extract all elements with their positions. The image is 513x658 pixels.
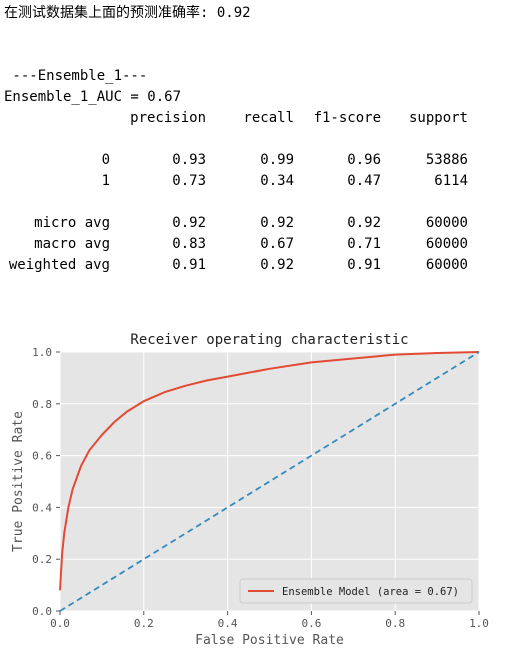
report-cell-support: 53886 <box>425 152 468 168</box>
report-cell-recall: 0.92 <box>260 257 294 273</box>
y-tick-label: 0.8 <box>32 398 52 411</box>
report-cell-f1: 0.92 <box>347 215 381 231</box>
report-cell-precision: 0.73 <box>172 173 206 189</box>
y-tick-label: 0.0 <box>32 605 52 618</box>
report-col-header: support <box>408 110 468 126</box>
report-cell-precision: 0.93 <box>172 152 206 168</box>
y-tick-label: 0.2 <box>32 553 52 566</box>
y-axis-label: True Positive Rate <box>11 411 26 552</box>
report-cell-recall: 0.99 <box>260 152 294 168</box>
report-cell-recall: 0.67 <box>260 236 294 252</box>
report-cell-recall: 0.34 <box>260 173 294 189</box>
x-tick-label: 0.0 <box>50 617 70 630</box>
report-cell-support: 6114 <box>434 173 468 189</box>
report-cell-precision: 0.92 <box>172 215 206 231</box>
diagonal-reference-line <box>59 351 480 612</box>
x-axis-label: False Positive Rate <box>195 633 344 648</box>
report-cell-label: weighted avg <box>8 257 110 273</box>
report-cell-support: 60000 <box>425 257 468 273</box>
report-cell-precision: 0.83 <box>172 236 206 252</box>
report-cell-f1: 0.91 <box>347 257 381 273</box>
report-cell-f1: 0.71 <box>347 236 381 252</box>
report-cell-label: 0 <box>101 152 110 168</box>
auc-line: Ensemble_1_AUC = 0.67 <box>4 89 182 105</box>
report-cell-support: 60000 <box>425 215 468 231</box>
report-cell-f1: 0.96 <box>347 152 381 168</box>
y-tick-label: 1.0 <box>32 346 52 359</box>
x-tick-label: 1.0 <box>469 617 489 630</box>
x-tick-label: 0.2 <box>134 617 154 630</box>
accuracy-line: 在测试数据集上面的预测准确率: 0.92 <box>4 5 251 21</box>
report-col-header: precision <box>130 110 206 126</box>
ensemble-header: ---Ensemble_1--- <box>4 68 148 84</box>
x-tick-label: 0.4 <box>218 617 238 630</box>
report-cell-support: 60000 <box>425 236 468 252</box>
legend-box <box>239 578 473 604</box>
report-col-header: f1-score <box>313 110 381 126</box>
report-cell-label: macro avg <box>34 236 110 252</box>
report-cell-label: 1 <box>101 173 110 189</box>
roc-curve <box>59 351 480 591</box>
report-cell-f1: 0.47 <box>347 173 381 189</box>
roc-chart: 0.00.0 0.2 0.2 0.4 0.4 0.6 0.6 0.8 0.8 1.0 1.0 Rece… <box>11 332 489 648</box>
y-tick-label: 0.4 <box>32 501 52 514</box>
report-cell-precision: 0.91 <box>172 257 206 273</box>
chart-title: Receiver operating characteristic <box>130 332 408 348</box>
report-col-header: recall <box>243 110 294 126</box>
x-tick-label: 0.8 <box>385 617 405 630</box>
report-cell-label: micro avg <box>34 215 110 231</box>
y-tick-label: 0.6 <box>32 450 52 463</box>
x-tick-label: 0.6 <box>301 617 321 630</box>
report-cell-recall: 0.92 <box>260 215 294 231</box>
legend-label: Ensemble Model (area = 0.67) <box>282 586 459 598</box>
